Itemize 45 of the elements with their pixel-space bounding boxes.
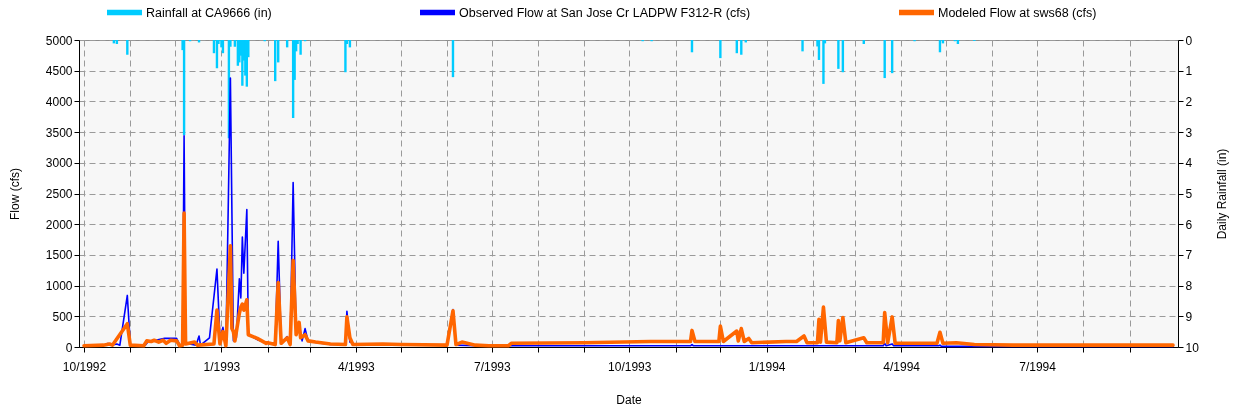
y-tick-label: 2000	[45, 217, 73, 232]
x-tick-label: 4/1994	[883, 359, 921, 374]
legend-label: Rainfall at CA9666 (in)	[146, 5, 272, 20]
bar	[719, 40, 722, 59]
y-tick-label: 0	[65, 340, 73, 355]
bar	[299, 40, 302, 55]
y2-tick-label: 8	[1185, 279, 1193, 294]
y-tick-label: 4000	[45, 94, 73, 109]
y-tick-label: 5000	[45, 33, 73, 48]
bar	[344, 40, 347, 73]
y-tick-label: 3500	[45, 125, 73, 140]
x-tick-label: 1/1993	[203, 359, 241, 374]
y2-tick-label: 0	[1185, 33, 1193, 48]
y-axis-title: Flow (cfs)	[7, 168, 22, 220]
x-tick-label: 10/1992	[62, 359, 107, 374]
y2-axis-title: Daily Rainfall (in)	[1214, 148, 1229, 240]
y2-tick-label: 4	[1185, 156, 1193, 171]
bar	[883, 40, 886, 79]
x-tick-label: 7/1994	[1019, 359, 1057, 374]
y-tick-label: 3000	[45, 156, 73, 171]
y-tick-label: 2500	[45, 187, 73, 201]
bar	[801, 40, 804, 52]
x-tick-label: 4/1993	[338, 359, 376, 374]
y2-tick-label: 6	[1185, 217, 1193, 232]
bar	[837, 40, 840, 69]
legend-label: Modeled Flow at sws68 (cfs)	[938, 5, 1097, 20]
y2-tick-label: 3	[1185, 125, 1193, 140]
y2-tick-label: 1	[1185, 64, 1193, 79]
y-tick-label: 4500	[45, 64, 73, 79]
y-tick-label: 1000	[45, 279, 73, 294]
x-tick-label: 10/1993	[608, 359, 652, 374]
y-tick-label: 1500	[45, 248, 73, 263]
y2-tick-label: 2	[1185, 94, 1193, 109]
y2-tick-label: 7	[1185, 248, 1193, 263]
y2-tick-label: 10	[1185, 340, 1200, 355]
x-axis-title: Date	[616, 392, 642, 406]
y2-tick-label: 5	[1185, 187, 1193, 201]
legend-label: Observed Flow at San Jose Cr LADPW F312-R (cfs)	[459, 5, 751, 20]
x-tick-label: 1/1994	[748, 359, 786, 374]
y2-tick-label: 9	[1185, 309, 1193, 324]
x-tick-label: 7/1993	[473, 359, 511, 374]
bar	[126, 40, 129, 55]
line-series	[82, 211, 1175, 348]
y-tick-label: 500	[52, 309, 73, 324]
bar	[822, 40, 825, 84]
